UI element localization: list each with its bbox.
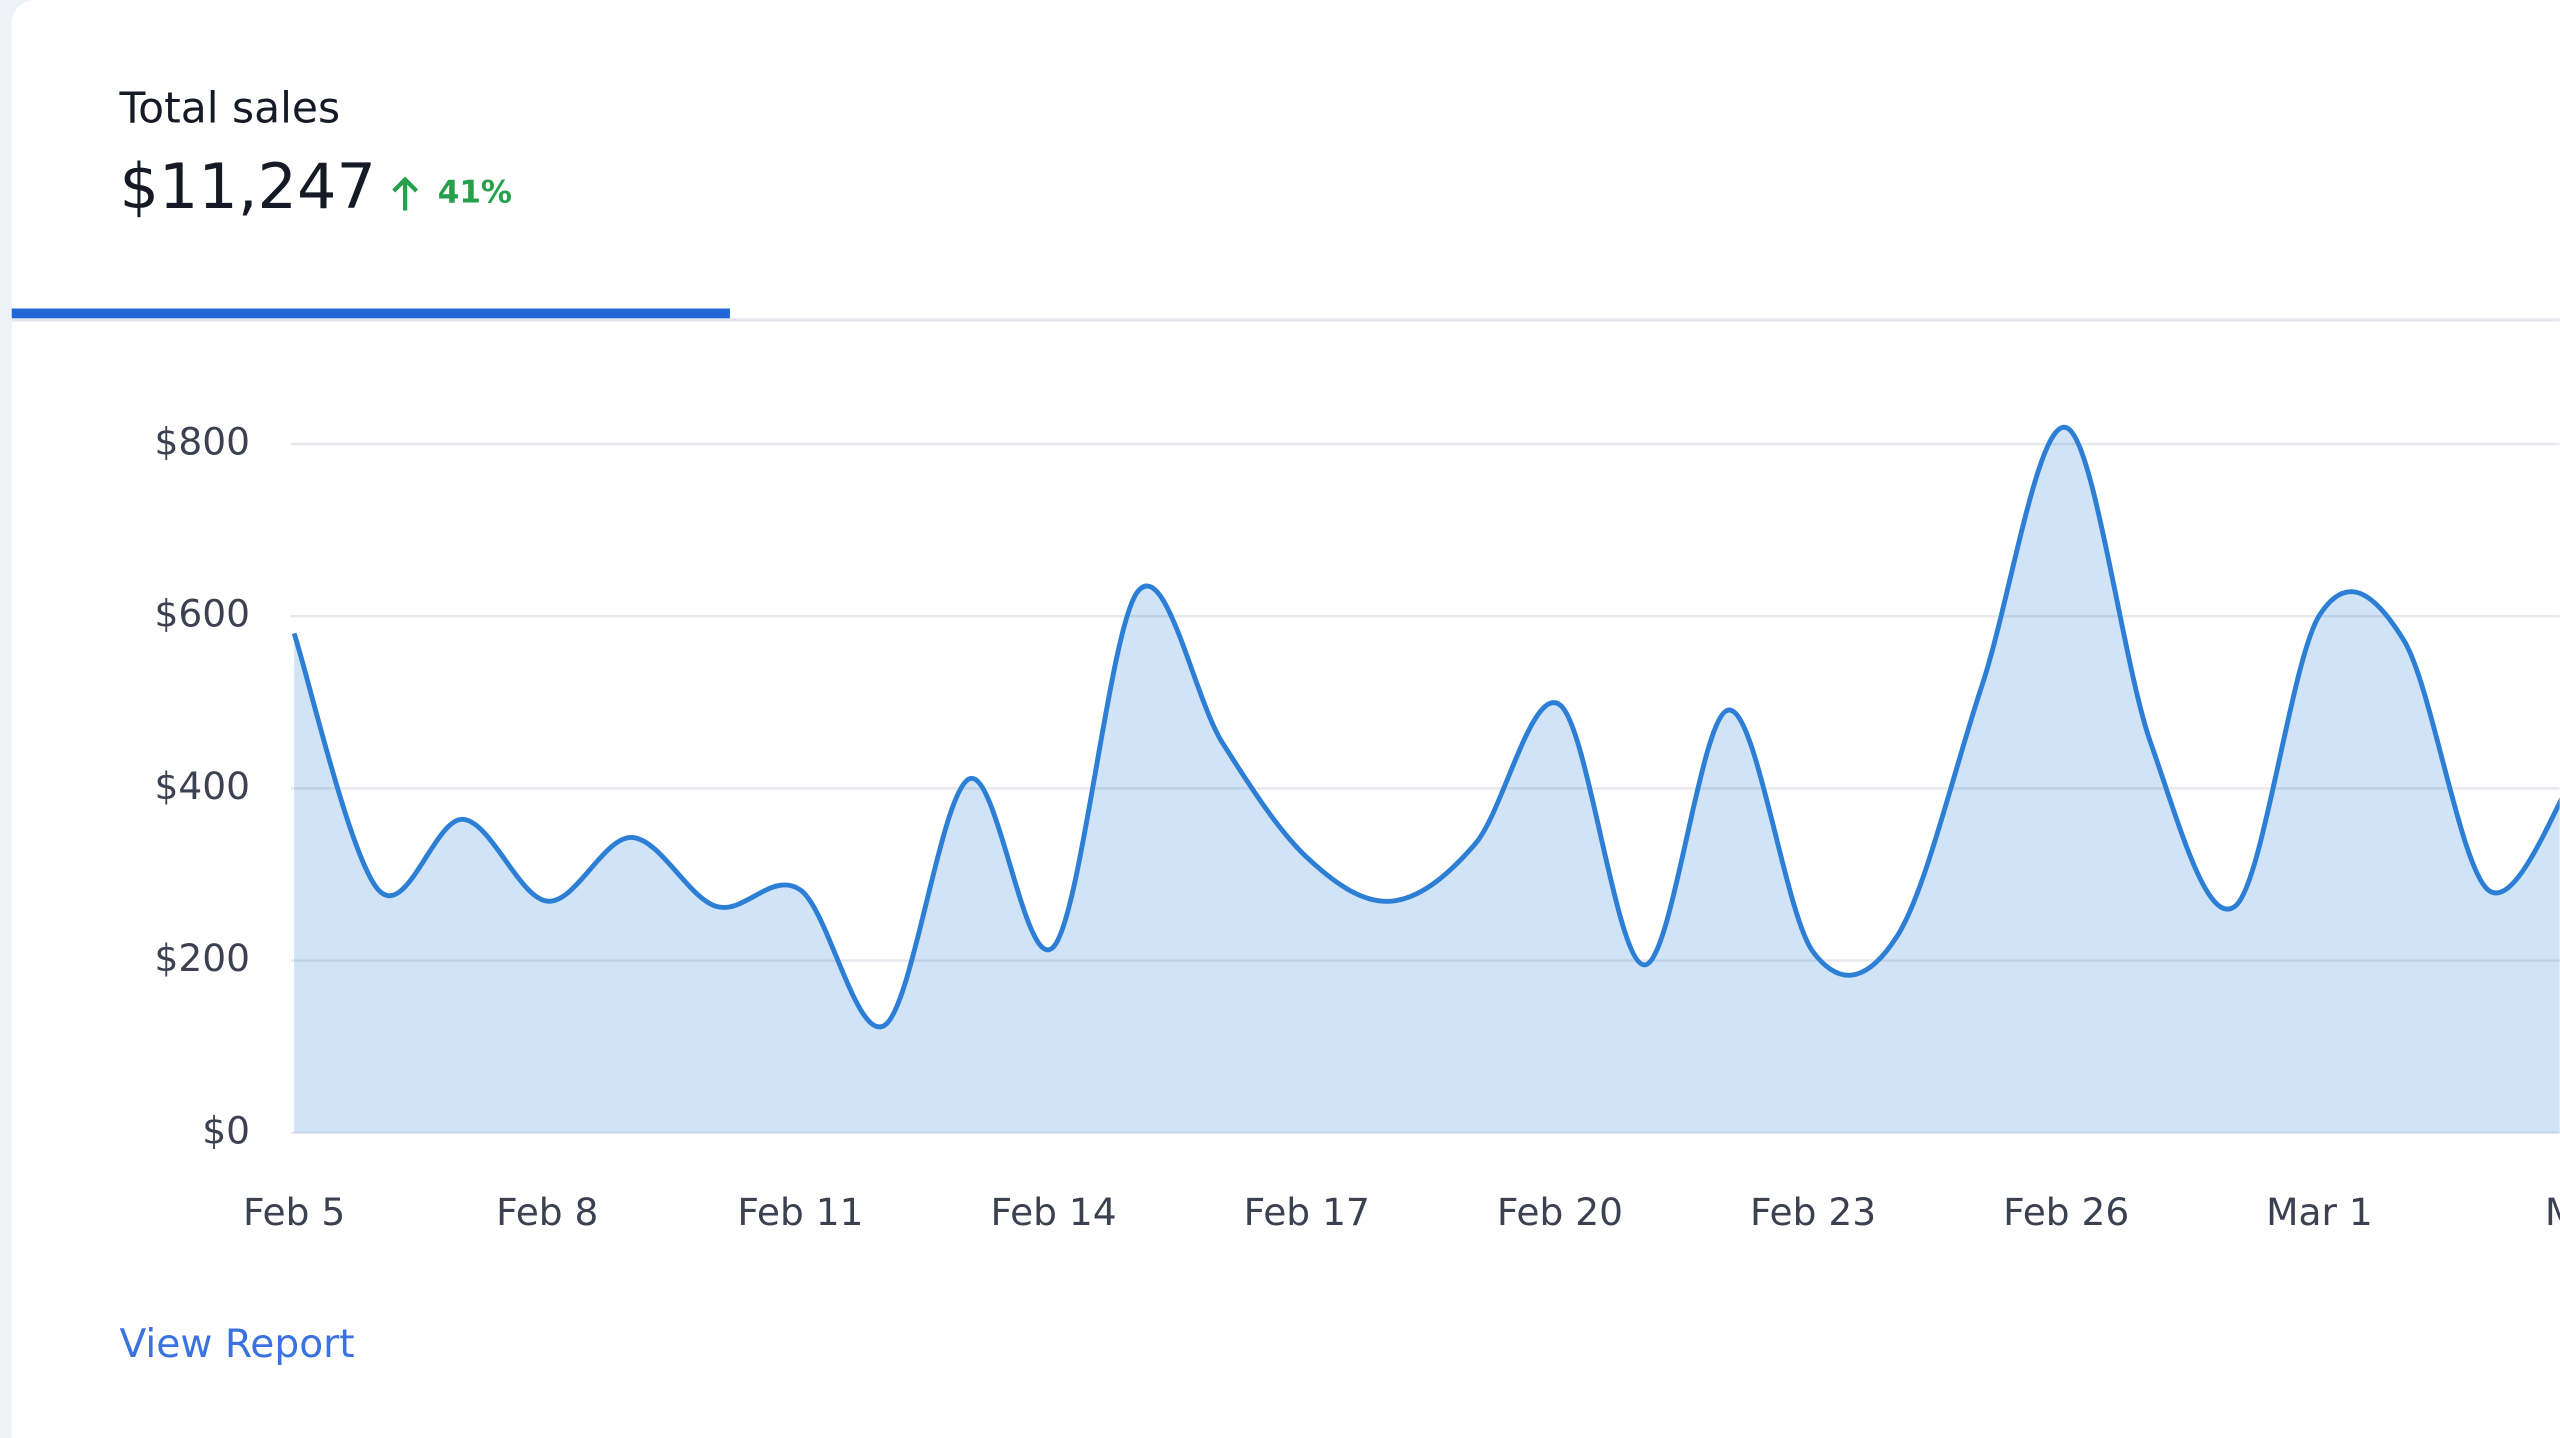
active-tab-indicator — [11, 308, 730, 319]
x-tick-label: Mar 1 — [2266, 1190, 2373, 1234]
area-fill — [294, 427, 2560, 1133]
view-report-link[interactable]: View Report — [119, 1322, 354, 1367]
sales-line — [291, 425, 2560, 1030]
x-tick-label: Feb 5 — [243, 1190, 345, 1234]
total-value: $11,247 — [119, 150, 375, 223]
y-tick-label: $400 — [155, 764, 251, 808]
y-tick-label: $800 — [155, 419, 251, 463]
card — [11, 0, 2560, 1438]
y-tick-label: $600 — [155, 592, 251, 636]
y-tick-label: $200 — [155, 936, 251, 980]
card-title: Total sales — [118, 84, 340, 133]
x-tick-label: Feb 17 — [1244, 1190, 1370, 1234]
x-tick-label: Ma — [2545, 1190, 2560, 1234]
change-percent: 41% — [438, 175, 512, 211]
x-tick-label: Feb 20 — [1497, 1190, 1623, 1234]
x-tick-label: Feb 8 — [496, 1190, 598, 1234]
x-tick-label: Feb 23 — [1750, 1190, 1876, 1234]
x-tick-label: Feb 26 — [2003, 1190, 2129, 1234]
y-tick-label: $0 — [202, 1108, 250, 1152]
x-tick-label: Feb 14 — [991, 1190, 1117, 1234]
up-arrow — [392, 176, 419, 211]
x-tick-label: Feb 11 — [737, 1190, 863, 1234]
